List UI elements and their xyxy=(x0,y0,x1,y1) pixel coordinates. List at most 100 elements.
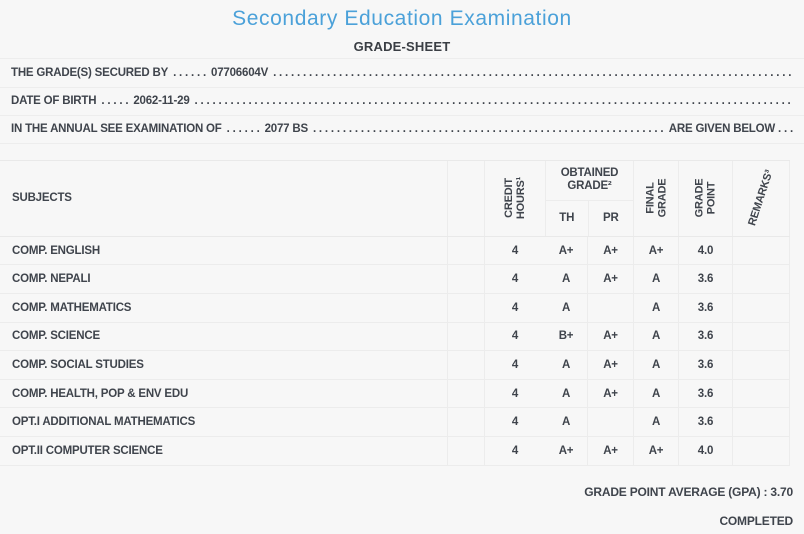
final-grade-cell: A+ xyxy=(633,236,678,265)
grade-table-body: COMP. ENGLISH 4 A+ A+ A+ 4.0 COMP. NEPAL… xyxy=(0,236,790,466)
remarks-rotated-label: REMARKS³ xyxy=(746,168,776,228)
examination-year-value: 2077 BS xyxy=(264,123,309,136)
th-grade-cell: A+ xyxy=(558,244,574,257)
grade-table: SUBJECTS CREDIT HOURS¹ OBTAINED GRADE² xyxy=(0,159,790,466)
examination-of-label: IN THE ANNUAL SEE EXAMINATION OF xyxy=(11,123,222,136)
grade-point-cell: 3.6 xyxy=(678,351,732,379)
table-row: COMP. ENGLISH 4 A+ A+ A+ 4.0 xyxy=(0,236,790,266)
grade-point-cell: 3.6 xyxy=(678,322,732,351)
remarks-cell xyxy=(732,322,790,351)
column-header-remarks: REMARKS³ xyxy=(732,160,790,236)
th-grade-cell: A xyxy=(561,358,571,371)
spacer-column-header xyxy=(447,160,484,236)
grade-point-cell: 4.0 xyxy=(678,436,732,465)
remarks-cell xyxy=(732,379,790,408)
pr-grade-cell: A+ xyxy=(587,351,633,379)
table-row: COMP. SCIENCE 4 B+ A+ A 3.6 xyxy=(0,322,790,352)
spacer-cell xyxy=(447,436,484,465)
subject-cell: COMP. MATHEMATICS xyxy=(12,301,132,314)
th-header-label: TH xyxy=(559,212,575,225)
pr-grade-cell: A+ xyxy=(587,265,633,293)
credit-hours-cell: 4 xyxy=(484,408,545,436)
pr-grade-cell: A+ xyxy=(587,322,633,351)
th-grade-cell: A xyxy=(561,301,571,314)
grade-sheet-subtitle: GRADE-SHEET xyxy=(353,39,451,54)
spacer-cell xyxy=(447,293,484,322)
grade-point-label-line1: GRADE xyxy=(693,178,706,218)
th-grade-cell: A xyxy=(561,416,571,429)
credit-label-line1: CREDIT xyxy=(502,178,515,219)
table-row: COMP. HEALTH, POP & ENV EDU 4 A A+ A 3.6 xyxy=(0,379,790,409)
grade-table-header: SUBJECTS CREDIT HOURS¹ OBTAINED GRADE² xyxy=(0,159,790,237)
grade-point-label-line2: POINT xyxy=(705,181,718,215)
credit-hours-cell: 4 xyxy=(484,436,545,465)
column-header-obtained-grade: OBTAINED GRADE² TH PR xyxy=(545,160,633,236)
final-grade-cell: A+ xyxy=(633,436,678,465)
final-grade-cell: A xyxy=(633,351,678,379)
grade-point-cell: 3.6 xyxy=(678,408,732,436)
final-grade-cell: A xyxy=(633,379,678,408)
dot-leader: . . . . . . xyxy=(226,123,260,136)
subject-cell: COMP. SCIENCE xyxy=(12,330,100,343)
completion-status: COMPLETED xyxy=(719,513,793,528)
grade-point-rotated-label: GRADE POINT xyxy=(693,179,717,218)
spacer-cell xyxy=(447,408,484,436)
dot-leader-fill: . . . . . . . . . . . . . . . . . . . . … xyxy=(194,95,793,108)
symbol-number-value: 07706604V xyxy=(211,66,269,79)
table-row: COMP. MATHEMATICS 4 A A 3.6 xyxy=(0,293,790,323)
gpa-total: GRADE POINT AVERAGE (GPA) : 3.70 xyxy=(584,484,793,499)
subject-cell: COMP. SOCIAL STUDIES xyxy=(12,358,144,371)
date-of-birth-label: DATE OF BIRTH xyxy=(11,95,97,108)
subject-cell: OPT.I ADDITIONAL MATHEMATICS xyxy=(12,416,196,429)
grade-point-cell: 3.6 xyxy=(678,293,732,322)
pr-header-label: PR xyxy=(602,212,619,225)
table-row: COMP. SOCIAL STUDIES 4 A A+ A 3.6 xyxy=(0,351,790,380)
remarks-cell xyxy=(732,408,790,436)
obtained-grade-label: OBTAINED GRADE² xyxy=(546,161,633,201)
credit-hours-cell: 4 xyxy=(484,379,545,408)
final-grade-rotated-label: FINAL GRADE xyxy=(644,179,668,218)
grade-point-cell: 3.6 xyxy=(678,265,732,293)
remarks-cell xyxy=(732,265,790,293)
column-header-subjects: SUBJECTS xyxy=(0,161,447,236)
pr-grade-cell: A+ xyxy=(587,236,633,265)
credit-hours-cell: 4 xyxy=(484,236,545,265)
are-given-below-label: ARE GIVEN BELOW . . . xyxy=(668,123,793,136)
credit-hours-rotated-label: CREDIT HOURS¹ xyxy=(503,177,527,219)
pr-grade-cell: A+ xyxy=(587,379,633,408)
info-line-examination-year: IN THE ANNUAL SEE EXAMINATION OF . . . .… xyxy=(0,115,804,144)
credit-hours-cell: 4 xyxy=(484,351,545,379)
info-line-grades-secured-by: THE GRADE(S) SECURED BY . . . . . . 0770… xyxy=(0,58,804,87)
credit-hours-cell: 4 xyxy=(484,293,545,322)
date-of-birth-value: 2062-11-29 xyxy=(133,95,190,108)
remarks-cell xyxy=(732,351,790,379)
pr-grade-cell xyxy=(587,293,633,322)
table-row: COMP. NEPALI 4 A A+ A 3.6 xyxy=(0,265,790,294)
dot-leader: . . . . . . xyxy=(173,66,207,79)
subject-cell: COMP. ENGLISH xyxy=(12,244,100,257)
dot-leader: . . . . . xyxy=(101,95,129,108)
th-grade-cell: A xyxy=(561,387,571,400)
grades-secured-by-label: THE GRADE(S) SECURED BY xyxy=(11,66,169,79)
page-title: Secondary Education Examination xyxy=(232,7,572,30)
result-summary: GRADE POINT AVERAGE (GPA) : 3.70 COMPLET… xyxy=(0,484,804,529)
table-row: OPT.II COMPUTER SCIENCE 4 A+ A+ A+ 4.0 xyxy=(0,436,790,466)
remarks-cell xyxy=(732,293,790,322)
pr-grade-cell xyxy=(587,408,633,436)
obtained-label-line1: OBTAINED xyxy=(560,167,619,180)
credit-label-line2: HOURS¹ xyxy=(514,177,527,220)
spacer-cell xyxy=(447,322,484,351)
info-line-date-of-birth: DATE OF BIRTH . . . . . 2062-11-29 . . .… xyxy=(0,86,804,116)
candidate-info: THE GRADE(S) SECURED BY . . . . . . 0770… xyxy=(0,58,804,144)
spacer-cell xyxy=(447,265,484,293)
spacer-cell xyxy=(447,351,484,379)
credit-hours-cell: 4 xyxy=(484,265,545,293)
credit-hours-cell: 4 xyxy=(484,322,545,351)
remarks-cell xyxy=(732,436,790,465)
th-grade-cell: A+ xyxy=(558,444,574,457)
final-grade-cell: A xyxy=(633,293,678,322)
final-grade-cell: A xyxy=(633,265,678,293)
column-header-pr: PR xyxy=(587,200,633,236)
remarks-cell xyxy=(732,236,790,265)
